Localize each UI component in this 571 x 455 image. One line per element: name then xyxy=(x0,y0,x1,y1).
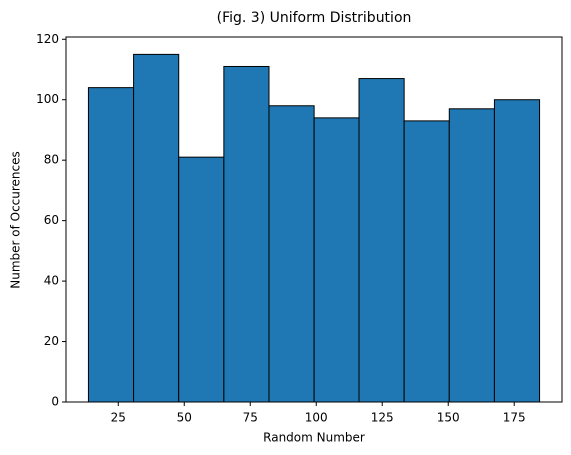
y-tick-label: 80 xyxy=(44,153,59,167)
plot-frame xyxy=(65,36,563,403)
bar xyxy=(133,53,180,403)
x-axis-label: Random Number xyxy=(263,431,365,445)
y-tick-label: 20 xyxy=(44,334,59,348)
x-tick-label: 100 xyxy=(305,411,328,425)
bar xyxy=(403,120,450,403)
bar xyxy=(493,99,541,403)
y-tick-label: 120 xyxy=(36,32,59,46)
bar xyxy=(358,78,405,403)
x-tick-label: 25 xyxy=(111,411,126,425)
x-tick-label: 50 xyxy=(177,411,192,425)
y-tick-label: 100 xyxy=(36,92,59,106)
y-axis-label: Number of Occurences xyxy=(9,151,23,289)
bar xyxy=(178,156,225,403)
x-tick-label: 125 xyxy=(371,411,394,425)
x-tick-label: 150 xyxy=(437,411,460,425)
chart-title: (Fig. 3) Uniform Distribution xyxy=(217,10,412,26)
y-tick-label: 40 xyxy=(44,274,59,288)
y-tick-label: 0 xyxy=(51,395,59,409)
bar xyxy=(223,65,270,403)
x-tick-label: 175 xyxy=(503,411,526,425)
y-tick-label: 60 xyxy=(44,213,59,227)
bar xyxy=(87,87,135,403)
bar xyxy=(268,105,315,403)
x-tick-label: 75 xyxy=(243,411,258,425)
bar xyxy=(448,108,495,403)
bar xyxy=(313,117,360,403)
